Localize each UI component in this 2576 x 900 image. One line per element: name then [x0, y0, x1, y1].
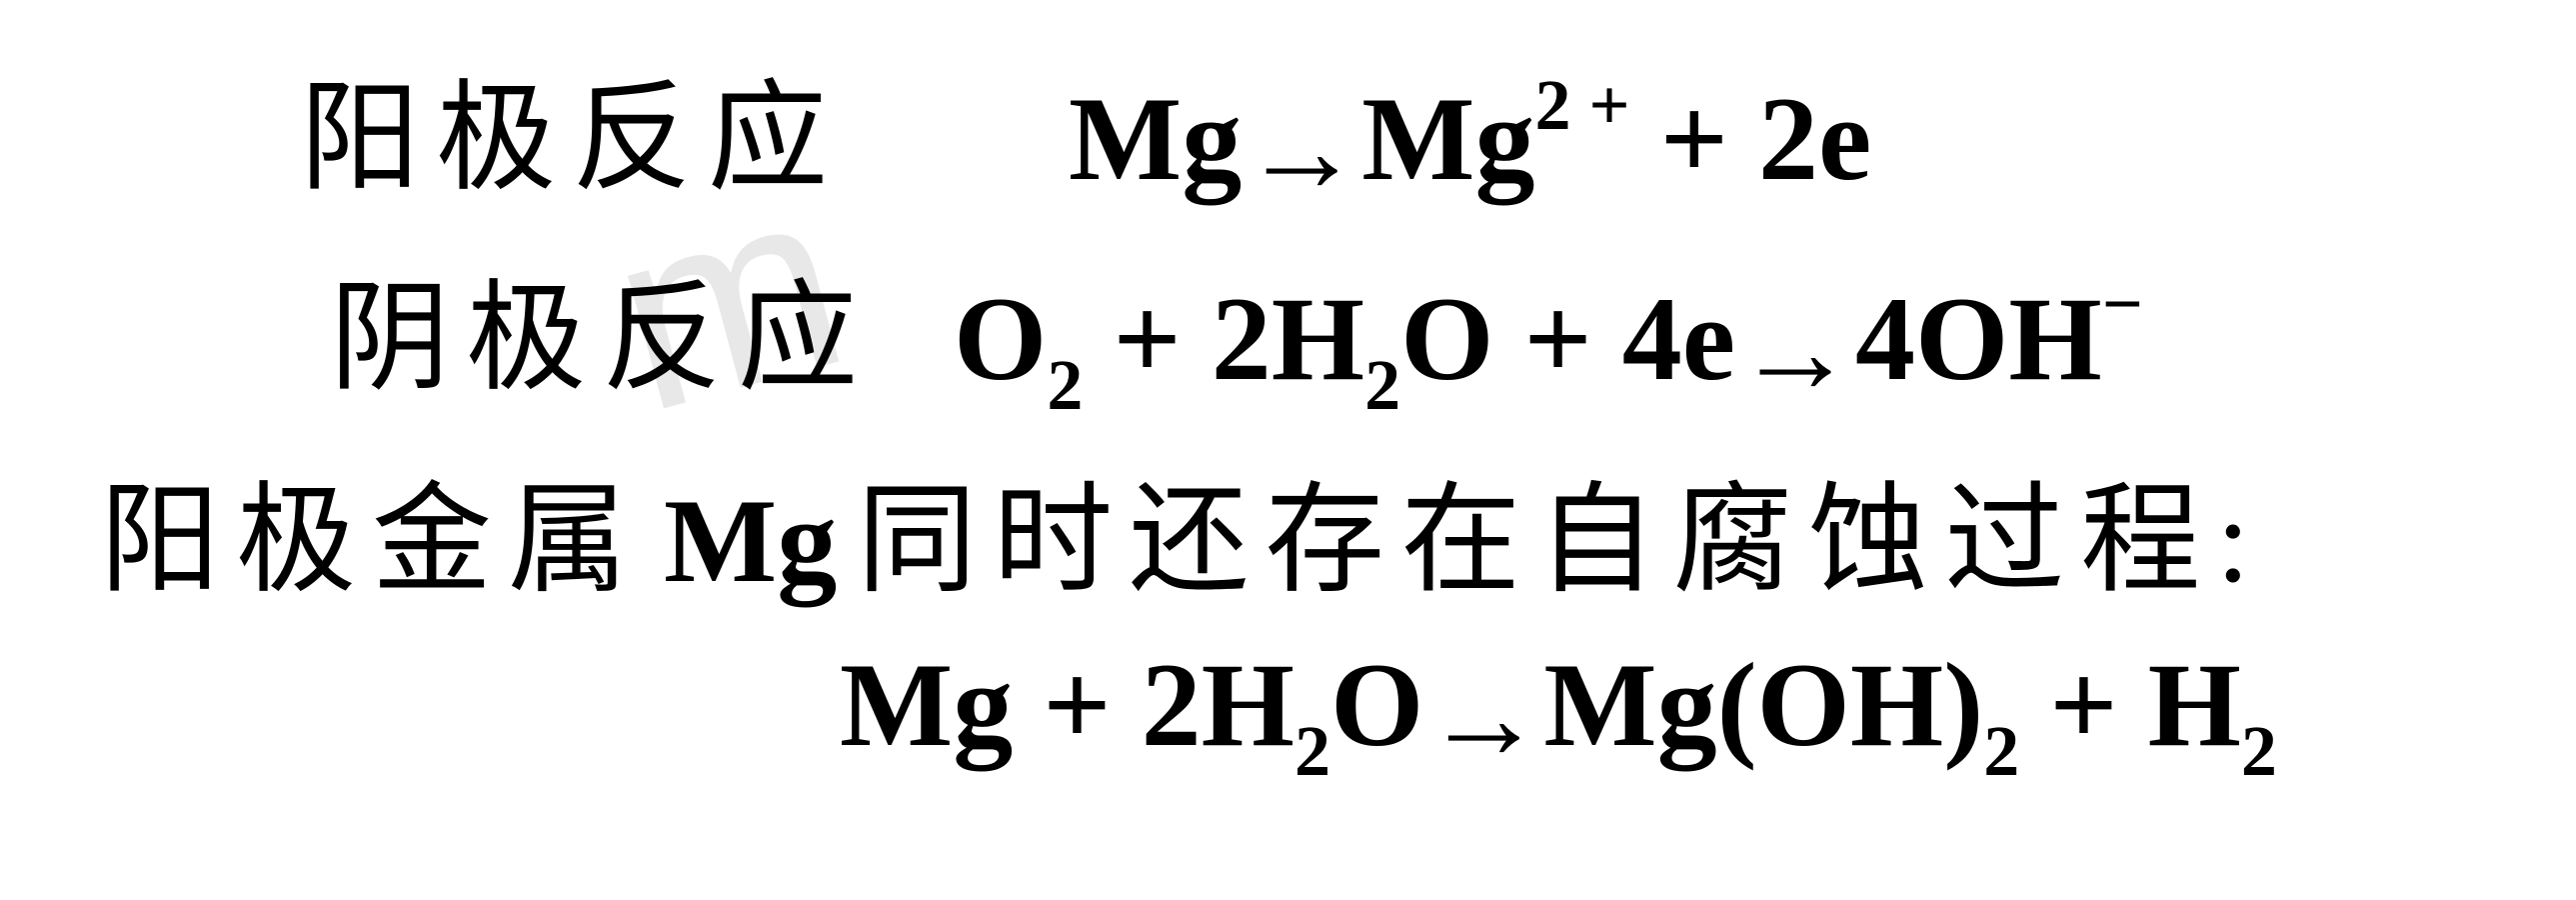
anode-label: 阳极反应	[300, 40, 844, 214]
self-corrosion-line: 阳极金属Mg同时还存在自腐蚀过程:	[0, 442, 2576, 616]
eq-text: Mg(OH)	[1543, 638, 1983, 771]
subscript: 2	[1364, 345, 1400, 425]
cathode-reaction-line: 阴极反应 O2 + 2H2O + 4e→4OH−	[0, 240, 2576, 422]
eq-text: O + 4e	[1400, 272, 1735, 405]
eq-text: O	[1330, 638, 1423, 771]
superscript: 2 +	[1535, 65, 1630, 145]
cathode-label: 阴极反应	[330, 240, 874, 414]
eq-text: Mg	[1361, 72, 1534, 205]
arrow-icon: →	[1423, 649, 1543, 787]
colon: :	[2216, 474, 2249, 607]
self-corrosion-text: 阳极金属Mg同时还存在自腐蚀过程:	[100, 442, 2250, 616]
text-after: 同时还存在自腐蚀过程	[857, 474, 2216, 607]
eq-text: O	[954, 272, 1047, 405]
eq-text: 4OH	[1855, 272, 2102, 405]
self-corrosion-equation: Mg + 2H2O→Mg(OH)2 + H2	[840, 636, 2277, 788]
subscript: 2	[1294, 711, 1330, 791]
eq-text: + 2e	[1630, 72, 1872, 205]
chemistry-equations-block: 阳极反应 Mg→Mg2 + + 2e 阴极反应 O2 + 2H2O + 4e→4…	[0, 40, 2576, 788]
text-before: 阳极金属	[100, 474, 644, 607]
anode-reaction-line: 阳极反应 Mg→Mg2 + + 2e	[0, 40, 2576, 220]
cathode-equation: O2 + 2H2O + 4e→4OH−	[954, 270, 2143, 422]
superscript: −	[2102, 264, 2143, 344]
eq-text: Mg	[1069, 72, 1242, 205]
arrow-icon: →	[1735, 283, 1855, 421]
eq-text: + H	[2019, 638, 2241, 771]
self-corrosion-equation-line: Mg + 2H2O→Mg(OH)2 + H2	[0, 636, 2576, 788]
subscript: 2	[2241, 711, 2277, 791]
arrow-icon: →	[1242, 82, 1361, 220]
eq-text: Mg + 2H	[840, 638, 1294, 771]
eq-text: + 2H	[1083, 272, 1364, 405]
subscript: 2	[1983, 711, 2019, 791]
anode-equation: Mg→Mg2 + + 2e	[1069, 70, 1871, 220]
subscript: 2	[1047, 345, 1083, 425]
mg-symbol: Mg	[664, 474, 837, 607]
